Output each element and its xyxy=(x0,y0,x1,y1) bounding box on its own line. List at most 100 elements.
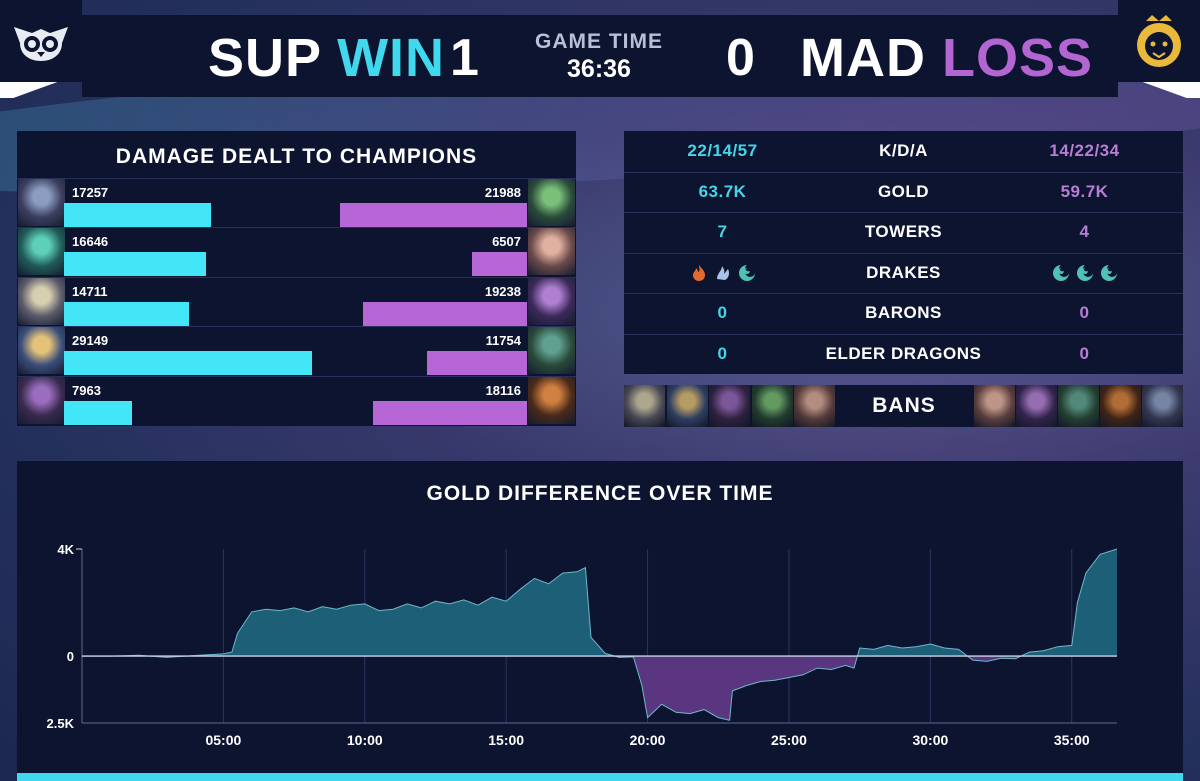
game-time: GAME TIME 36:36 xyxy=(522,30,676,84)
row-divider xyxy=(624,293,1183,295)
x-tick-label: 30:00 xyxy=(912,732,948,748)
damage-value-left: 7963 xyxy=(72,382,101,398)
x-tick-label: 15:00 xyxy=(488,732,524,748)
champion-portrait-icon xyxy=(528,179,575,226)
damage-value-right: 19238 xyxy=(484,283,521,299)
mad-team-logo xyxy=(1118,0,1200,82)
stat-row-elder-dragons: 0 ELDER DRAGONS 0 xyxy=(624,334,1183,374)
champion-portrait-icon xyxy=(18,277,65,325)
drakes-right xyxy=(986,263,1183,283)
stat-value-right: 59.7K xyxy=(1060,181,1109,201)
stat-row-gold: 63.7K GOLD 59.7K xyxy=(624,172,1183,212)
gold-line xyxy=(82,548,1118,721)
stat-value-left: 7 xyxy=(717,222,728,242)
row-divider xyxy=(624,171,1183,173)
damage-value-right: 18116 xyxy=(485,382,521,398)
stat-row-k-d-a: 22/14/57 K/D/A 14/22/34 xyxy=(624,131,1183,171)
champion-portrait-icon xyxy=(1100,385,1141,427)
scoreboard-bar xyxy=(82,15,1118,97)
stat-label: K/D/A xyxy=(879,141,928,160)
champion-portrait-icon xyxy=(1142,385,1183,427)
x-tick-label: 05:00 xyxy=(205,732,241,748)
damage-value-left: 14711 xyxy=(72,283,108,299)
champion-portrait-icon xyxy=(18,327,65,375)
champion-portrait-icon xyxy=(709,385,750,427)
row-divider xyxy=(17,375,576,377)
damage-value-right: 21988 xyxy=(484,185,521,200)
stat-value-left: 0 xyxy=(717,303,728,323)
owl-logo-icon xyxy=(14,27,68,61)
champion-portrait-icon xyxy=(974,385,1015,427)
y-tick-label: 0 xyxy=(67,649,74,664)
stat-row-drakes: DRAKES xyxy=(624,253,1183,293)
bans-panel: BANS xyxy=(624,385,1183,427)
bottom-accent-strip xyxy=(17,773,1183,781)
row-divider xyxy=(17,326,576,328)
x-tick-label: 35:00 xyxy=(1054,732,1090,748)
champion-portrait-icon xyxy=(528,228,575,276)
gold-area-positive xyxy=(111,549,1117,657)
row-divider xyxy=(17,276,576,278)
champion-portrait-icon xyxy=(18,228,65,276)
chart-title: GOLD DIFFERENCE OVER TIME xyxy=(426,482,774,505)
stats-panel: 22/14/57 K/D/A 14/22/34 63.7K GOLD 59.7K 7 TOWE… xyxy=(624,131,1183,374)
stat-value-right: 14/22/34 xyxy=(1049,141,1120,160)
champion-portrait-icon xyxy=(751,385,793,427)
sup-team-logo xyxy=(0,0,82,82)
row-divider xyxy=(624,212,1183,214)
champion-portrait-icon xyxy=(18,376,65,424)
champion-portrait-icon xyxy=(794,385,835,427)
damage-value-left: 16646 xyxy=(72,234,109,250)
cloud-drake-icon xyxy=(716,265,729,280)
right-team-result: LOSS xyxy=(942,28,1094,88)
stat-value-right: 0 xyxy=(1079,303,1090,323)
bans-label: BANS xyxy=(872,394,936,417)
champion-portrait-icon xyxy=(528,327,575,375)
damage-row: 14711 19238 xyxy=(17,277,576,327)
ocean-drake-icon xyxy=(1100,264,1117,281)
ocean-drake-icon xyxy=(738,264,755,281)
stat-value-right: 4 xyxy=(1079,222,1090,242)
logo-ribbon-right xyxy=(1118,82,1200,98)
stat-row-towers: 7 TOWERS 4 xyxy=(624,212,1183,252)
damage-bar-right xyxy=(426,351,527,376)
damage-value-right: 6507 xyxy=(492,234,521,250)
gold-graph-panel: GOLD DIFFERENCE OVER TIME 4K 0 2.5K 05:00 10… xyxy=(17,461,1183,781)
stat-label: ELDER DRAGONS xyxy=(825,344,982,363)
row-divider xyxy=(17,227,576,229)
stat-value-left: 63.7K xyxy=(698,181,747,201)
logo-ribbon-left xyxy=(0,82,82,98)
infernal-drake-icon xyxy=(692,264,705,281)
damage-value-right: 11754 xyxy=(485,333,521,349)
damage-row: 16646 6507 xyxy=(17,228,576,277)
champion-portrait-icon xyxy=(1058,385,1099,427)
y-tick-label: 4K xyxy=(57,542,74,557)
gold-difference-chart: 4K 0 2.5K 05:00 10:00 15:00 20:00 25:00 30:00 35:… xyxy=(47,542,1118,748)
right-team-name: MAD LOSS xyxy=(800,28,1093,88)
y-tick-label: 2.5K xyxy=(47,716,75,731)
stat-value-left: 0 xyxy=(717,344,728,363)
row-divider xyxy=(17,178,576,179)
game-time-value: 36:36 xyxy=(567,55,631,83)
damage-bar-right xyxy=(363,301,527,326)
left-team-result: WIN xyxy=(337,28,446,88)
damage-bar-left xyxy=(64,252,206,277)
damage-bar-left xyxy=(64,301,190,326)
damage-bar-right xyxy=(339,203,527,227)
damage-value-left: 17257 xyxy=(72,185,109,200)
left-team-tag: SUP xyxy=(208,28,322,88)
stat-label: BARONS xyxy=(865,303,942,323)
damage-row: 17257 21988 xyxy=(17,179,576,228)
champion-portrait-icon xyxy=(1016,385,1057,427)
drakes-left xyxy=(624,263,821,283)
ocean-drake-icon xyxy=(1076,264,1093,281)
damage-value-left: 29149 xyxy=(72,333,109,349)
lion-logo-icon xyxy=(1137,15,1181,67)
game-time-label: GAME TIME xyxy=(535,30,663,53)
damage-bar-right xyxy=(372,400,527,425)
damage-row: 7963 18116 xyxy=(17,376,576,426)
damage-panel-title: DAMAGE DEALT TO CHAMPIONS xyxy=(115,145,478,168)
right-team-tag: MAD xyxy=(800,28,926,88)
stat-label: TOWERS xyxy=(864,222,943,242)
damage-panel: DAMAGE DEALT TO CHAMPIONS 17257 21988 1664… xyxy=(17,131,576,426)
